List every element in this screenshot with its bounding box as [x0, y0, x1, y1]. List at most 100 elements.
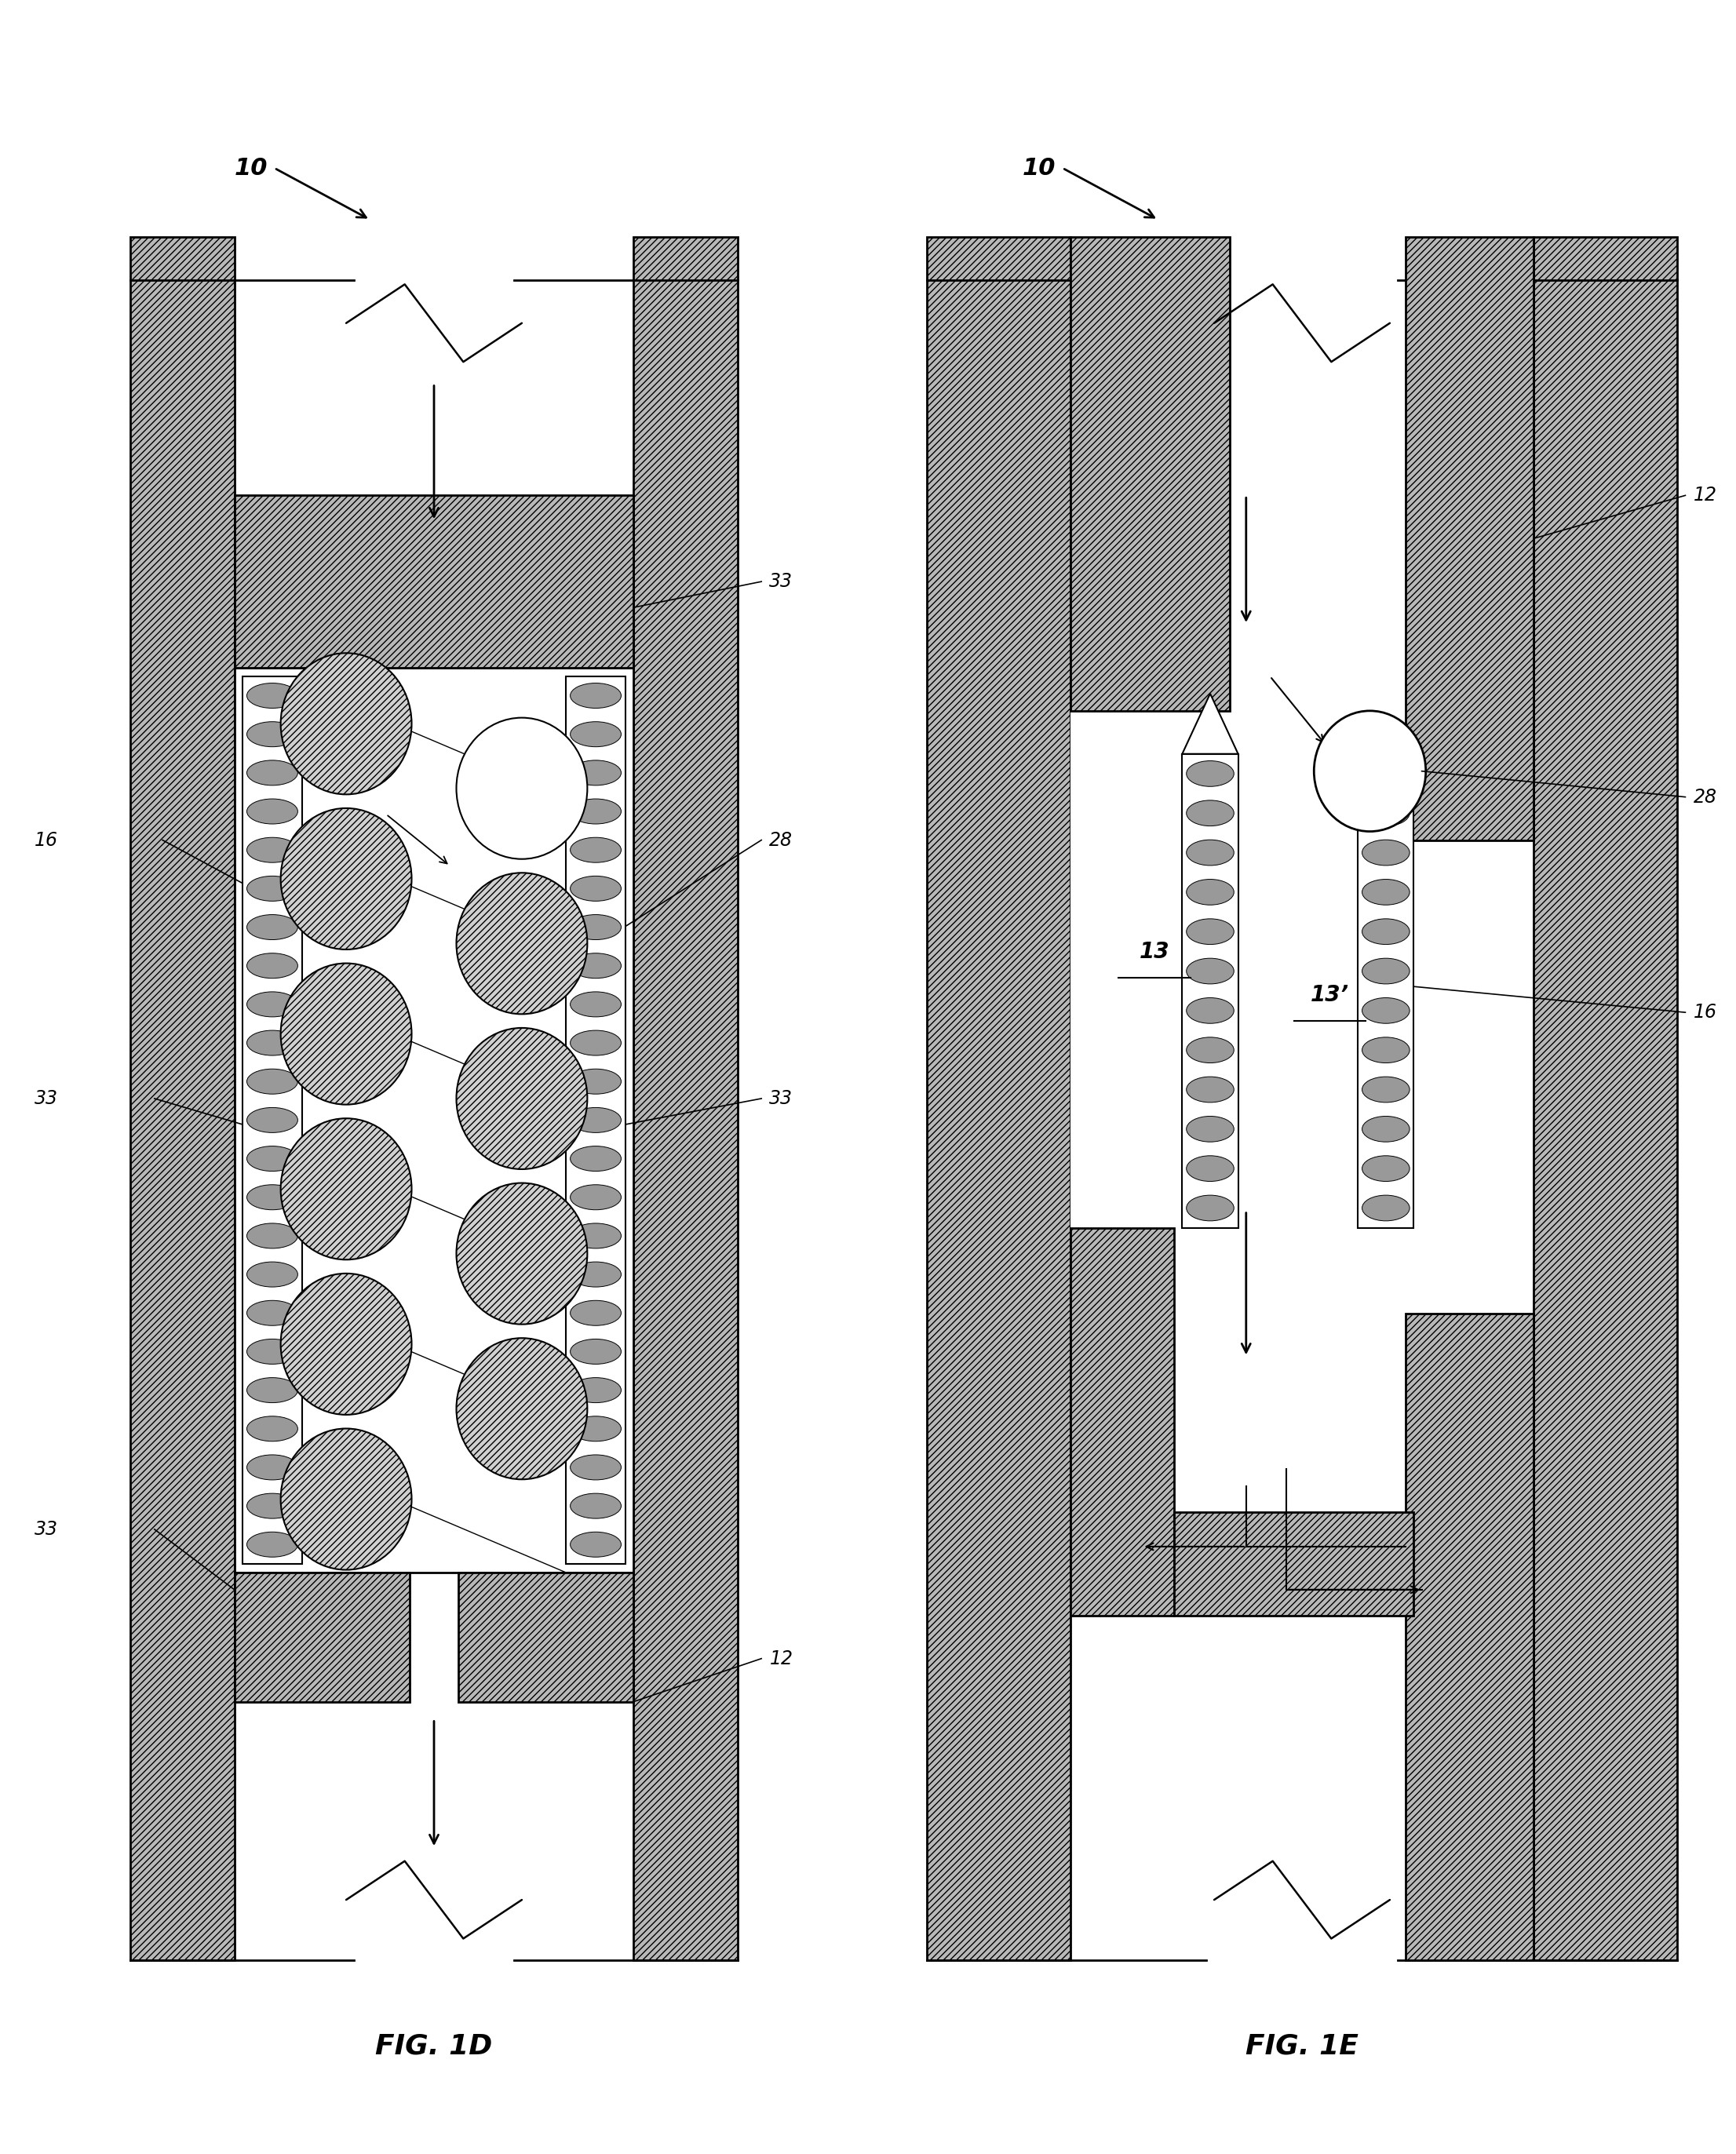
Ellipse shape — [569, 1454, 621, 1480]
Ellipse shape — [247, 760, 299, 786]
Ellipse shape — [1186, 1157, 1234, 1180]
Ellipse shape — [281, 653, 411, 795]
Ellipse shape — [569, 1531, 621, 1557]
Ellipse shape — [1363, 959, 1410, 984]
Ellipse shape — [457, 717, 587, 859]
Bar — [130, 237, 234, 1960]
Ellipse shape — [247, 915, 299, 939]
Ellipse shape — [247, 1146, 299, 1172]
Ellipse shape — [1363, 760, 1410, 786]
Bar — [1533, 237, 1677, 1960]
Ellipse shape — [247, 683, 299, 709]
Bar — [1182, 754, 1238, 1228]
Ellipse shape — [1363, 840, 1410, 866]
Bar — [1071, 237, 1231, 711]
Ellipse shape — [247, 954, 299, 978]
Ellipse shape — [457, 1183, 587, 1325]
Ellipse shape — [247, 1415, 299, 1441]
Ellipse shape — [1314, 711, 1425, 831]
Ellipse shape — [1186, 760, 1234, 786]
Bar — [458, 1572, 634, 1702]
Bar — [1071, 1228, 1174, 1616]
Ellipse shape — [569, 915, 621, 939]
Ellipse shape — [569, 760, 621, 786]
Ellipse shape — [1363, 1157, 1410, 1180]
Ellipse shape — [247, 1531, 299, 1557]
Ellipse shape — [1186, 840, 1234, 866]
Text: 13’: 13’ — [1311, 984, 1349, 1006]
Ellipse shape — [1363, 1038, 1410, 1062]
Ellipse shape — [569, 1379, 621, 1402]
Ellipse shape — [569, 683, 621, 709]
Text: 10: 10 — [234, 157, 267, 179]
Ellipse shape — [1363, 1116, 1410, 1142]
Ellipse shape — [247, 1185, 299, 1211]
Ellipse shape — [247, 1454, 299, 1480]
Ellipse shape — [247, 1262, 299, 1286]
Ellipse shape — [247, 1301, 299, 1325]
Ellipse shape — [569, 991, 621, 1017]
Ellipse shape — [281, 1428, 411, 1570]
Ellipse shape — [457, 872, 587, 1015]
Bar — [234, 495, 634, 668]
Ellipse shape — [1186, 997, 1234, 1023]
Polygon shape — [1182, 694, 1238, 754]
Ellipse shape — [569, 1223, 621, 1249]
Ellipse shape — [1363, 879, 1410, 905]
Text: 12: 12 — [1693, 487, 1717, 504]
Ellipse shape — [1186, 1195, 1234, 1221]
Text: 16: 16 — [1693, 1004, 1717, 1021]
Ellipse shape — [569, 799, 621, 825]
Ellipse shape — [1186, 959, 1234, 984]
Ellipse shape — [247, 1223, 299, 1249]
Ellipse shape — [1186, 1038, 1234, 1062]
Bar — [1406, 237, 1533, 840]
Ellipse shape — [569, 1301, 621, 1325]
Bar — [234, 1572, 410, 1702]
Ellipse shape — [569, 1493, 621, 1519]
Bar — [1174, 1512, 1413, 1616]
Ellipse shape — [247, 1493, 299, 1519]
Ellipse shape — [1186, 1116, 1234, 1142]
Ellipse shape — [569, 1146, 621, 1172]
Ellipse shape — [569, 838, 621, 862]
Ellipse shape — [1363, 997, 1410, 1023]
Ellipse shape — [1186, 879, 1234, 905]
Ellipse shape — [569, 722, 621, 747]
Bar — [243, 676, 302, 1564]
Ellipse shape — [569, 1262, 621, 1286]
Ellipse shape — [247, 1340, 299, 1363]
Text: 16: 16 — [35, 831, 59, 849]
Text: 33: 33 — [769, 573, 793, 590]
Ellipse shape — [281, 1273, 411, 1415]
Ellipse shape — [569, 877, 621, 900]
Text: 33: 33 — [35, 1090, 59, 1107]
Bar — [1358, 754, 1413, 1228]
Ellipse shape — [247, 799, 299, 825]
Text: 12: 12 — [769, 1650, 793, 1667]
Ellipse shape — [569, 1068, 621, 1094]
Ellipse shape — [281, 963, 411, 1105]
Ellipse shape — [247, 722, 299, 747]
Ellipse shape — [247, 1107, 299, 1133]
Ellipse shape — [1363, 1077, 1410, 1103]
Text: 28: 28 — [1693, 788, 1717, 806]
Bar — [234, 668, 634, 1572]
Bar — [1406, 1314, 1533, 1960]
Ellipse shape — [247, 1068, 299, 1094]
Ellipse shape — [1363, 920, 1410, 943]
Ellipse shape — [281, 1118, 411, 1260]
Ellipse shape — [247, 991, 299, 1017]
Ellipse shape — [1186, 801, 1234, 825]
Bar — [927, 237, 1071, 1960]
Text: 13: 13 — [1139, 941, 1170, 963]
Ellipse shape — [569, 1415, 621, 1441]
Text: 28: 28 — [769, 831, 793, 849]
Text: FIG. 1D: FIG. 1D — [375, 2033, 493, 2059]
Ellipse shape — [1363, 801, 1410, 825]
Ellipse shape — [247, 1379, 299, 1402]
Ellipse shape — [247, 877, 299, 900]
Bar — [634, 237, 738, 1960]
Text: FIG. 1E: FIG. 1E — [1245, 2033, 1359, 2059]
Ellipse shape — [247, 1030, 299, 1055]
